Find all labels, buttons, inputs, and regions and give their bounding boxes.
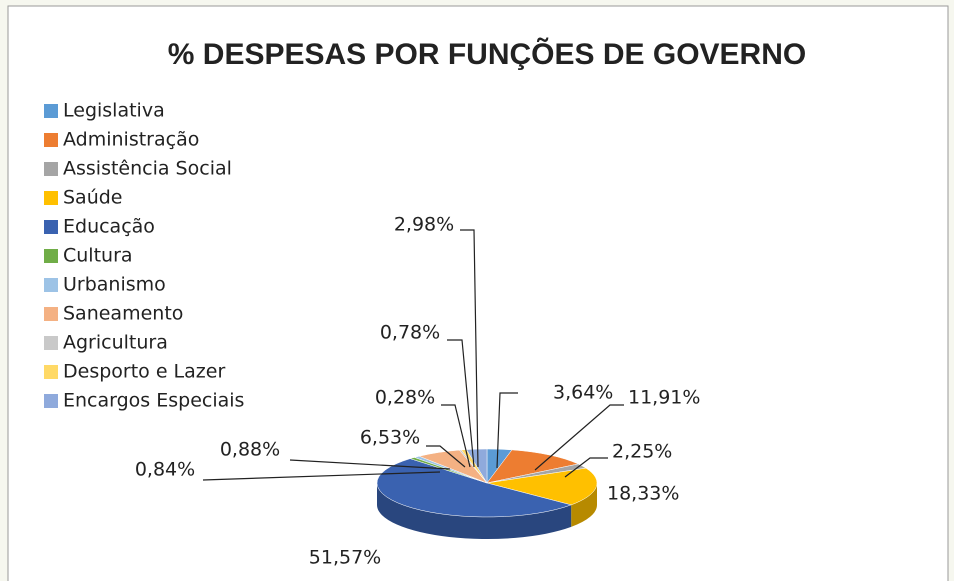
legend-label: Encargos Especiais	[63, 390, 244, 412]
legend-label: Educação	[63, 216, 155, 238]
leader-line	[564, 457, 608, 478]
leader-line	[447, 339, 475, 468]
legend-swatch	[44, 307, 58, 321]
legend-label: Assistência Social	[63, 158, 232, 180]
legend-label: Cultura	[63, 245, 133, 267]
data-label: 0,88%	[220, 439, 280, 461]
chart-title: % DESPESAS POR FUNÇÕES DE GOVERNO	[168, 37, 806, 71]
data-label: 11,91%	[628, 387, 700, 409]
pie-slice	[486, 467, 598, 506]
leader-line	[460, 229, 479, 468]
legend-swatch	[44, 365, 58, 379]
data-label: 0,84%	[135, 459, 195, 481]
legend-label: Legislativa	[63, 100, 165, 122]
leader-line	[496, 392, 518, 469]
legend-swatch	[44, 104, 58, 118]
leader-line	[202, 471, 441, 481]
pie-side	[571, 483, 597, 527]
leader-line	[289, 459, 451, 470]
leader-line	[426, 445, 466, 468]
pie-slice	[466, 448, 488, 484]
legend-label: Desporto e Lazer	[63, 361, 225, 383]
legend-swatch	[44, 249, 58, 263]
legend-swatch	[44, 278, 58, 292]
data-label: 2,98%	[394, 214, 454, 236]
data-label: 51,57%	[309, 547, 381, 569]
legend-label: Saúde	[63, 187, 123, 209]
data-label: 2,25%	[612, 441, 672, 463]
legend-label: Urbanismo	[63, 274, 166, 296]
data-label: 0,28%	[375, 387, 435, 409]
legend-label: Agricultura	[63, 332, 168, 354]
data-label: 0,78%	[380, 322, 440, 344]
legend-swatch	[44, 162, 58, 176]
pie-slice	[486, 449, 579, 484]
data-label: 6,53%	[360, 427, 420, 449]
legend-swatch	[44, 336, 58, 350]
data-label: 3,64%	[553, 382, 613, 404]
pie-slice	[376, 458, 573, 518]
legend-swatch	[44, 133, 58, 147]
legend-label: Administração	[63, 129, 199, 151]
leader-line	[534, 404, 624, 471]
legend-swatch	[44, 191, 58, 205]
legend-swatch	[44, 394, 58, 408]
leader-line	[441, 404, 471, 468]
data-label: 18,33%	[607, 483, 679, 505]
legend-swatch	[44, 220, 58, 234]
pie-side	[376, 483, 572, 539]
legend-label: Saneamento	[63, 303, 183, 325]
